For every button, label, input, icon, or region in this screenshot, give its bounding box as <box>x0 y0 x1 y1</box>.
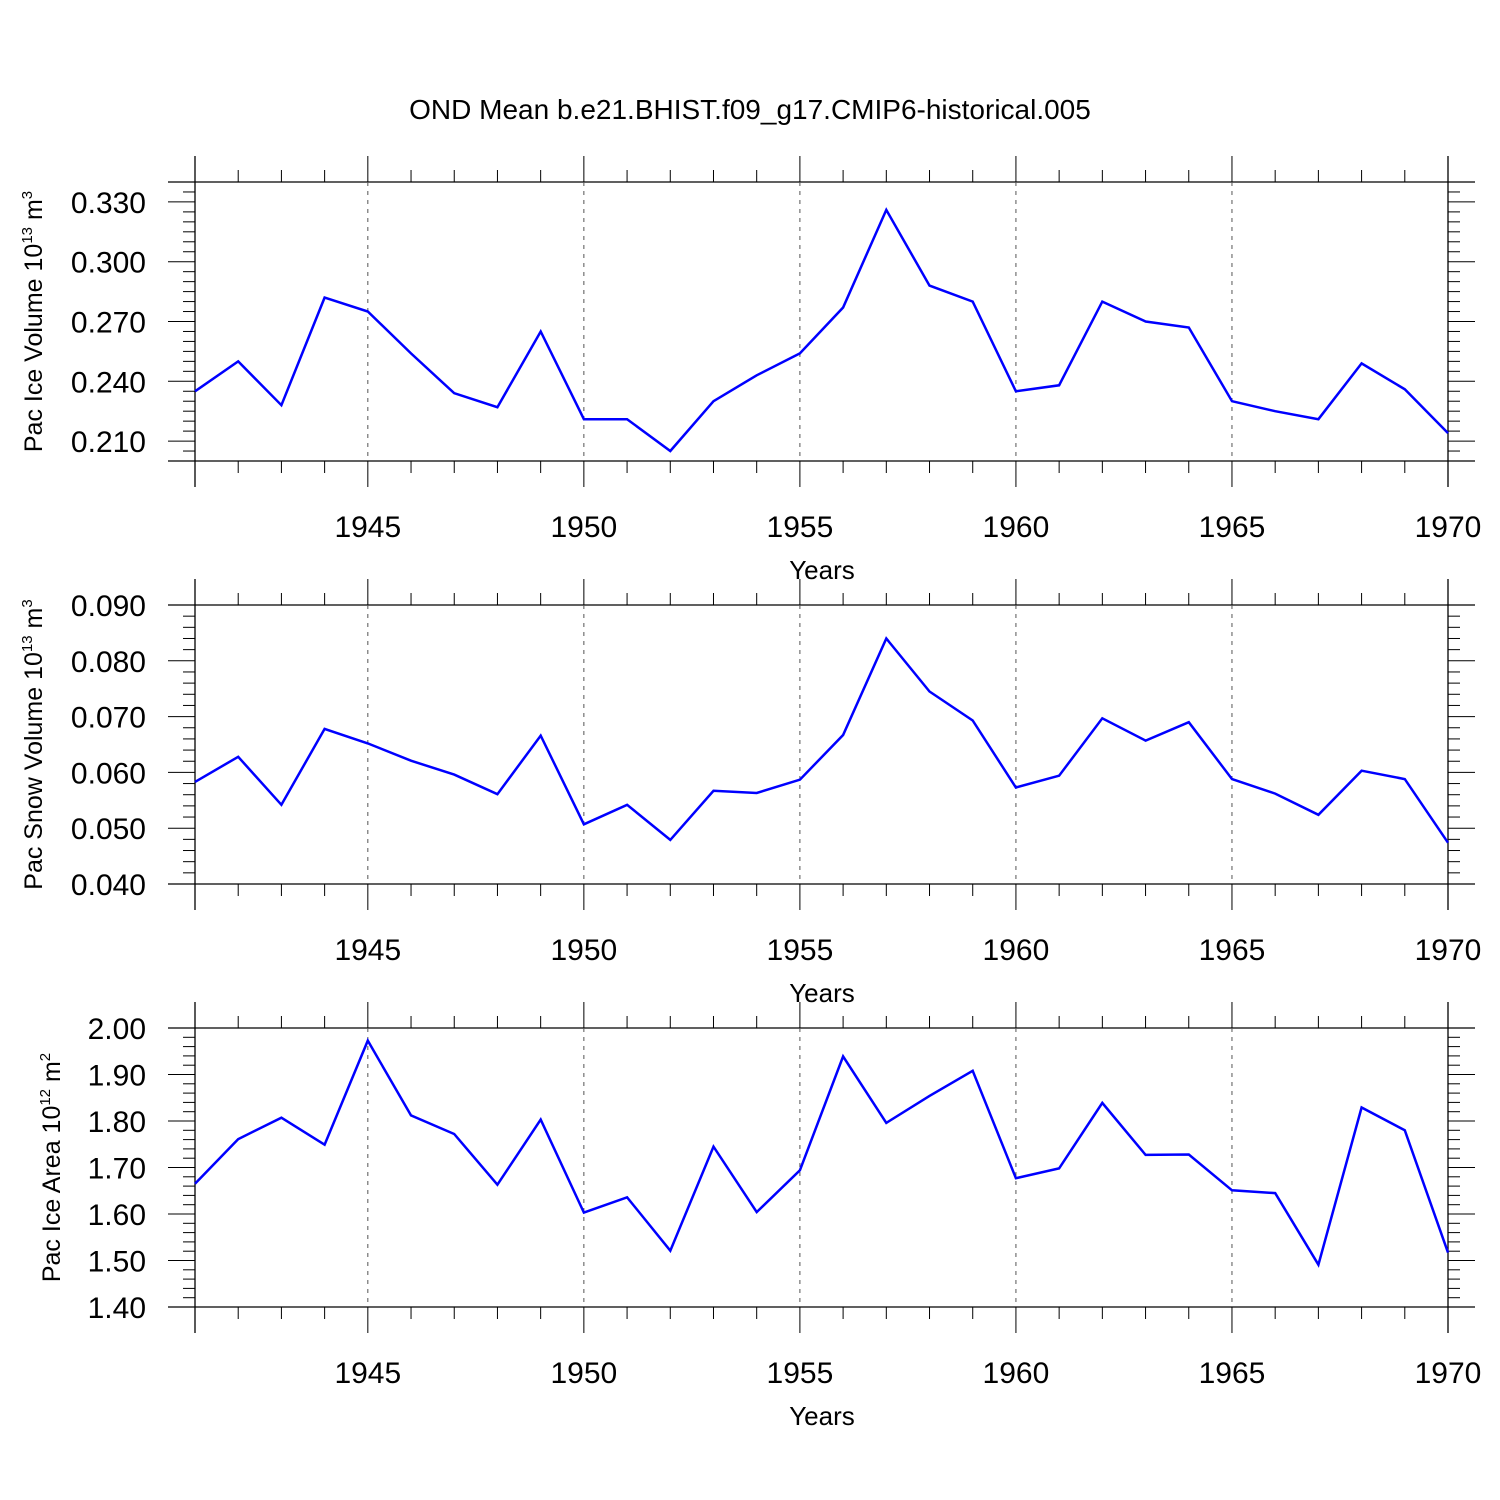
y-tick-label: 0.080 <box>71 646 146 679</box>
x-tick-label: 1970 <box>1415 934 1482 967</box>
x-tick-label: 1960 <box>983 511 1050 544</box>
x-tick-label: 1955 <box>767 511 834 544</box>
x-tick-label: 1945 <box>334 934 401 967</box>
y-tick-label: 0.040 <box>71 869 146 902</box>
y-tick-label: 0.270 <box>71 307 146 340</box>
x-tick-label: 1970 <box>1415 1357 1482 1390</box>
y-tick-label: 0.090 <box>71 590 146 623</box>
x-tick-label: 1955 <box>767 1357 834 1390</box>
x-tick-label: 1955 <box>767 934 834 967</box>
y-tick-label: 0.060 <box>71 757 146 790</box>
y-tick-label: 1.50 <box>88 1246 146 1279</box>
series-line <box>194 1037 1450 1268</box>
y-tick-label: 0.300 <box>71 247 146 280</box>
y-tick-label: 0.330 <box>71 187 146 220</box>
x-tick-label: 1960 <box>983 934 1050 967</box>
x-tick-label: 1965 <box>1199 934 1266 967</box>
y-tick-label: 1.60 <box>88 1199 146 1232</box>
series-line <box>194 207 1449 453</box>
x-tick-label: 1965 <box>1199 511 1266 544</box>
chart-panels: 1945 1950 1955 1960 1965 1970 0.210 0.240 0.270 0… <box>19 156 1481 1431</box>
x-axis-label: Years <box>789 555 855 585</box>
x-tick-label: 1965 <box>1199 1357 1266 1390</box>
x-tick-label: 1950 <box>550 1357 617 1390</box>
y-tick-label: 2.00 <box>88 1013 146 1046</box>
x-tick-label: 1945 <box>334 511 401 544</box>
chart-panel-2: 1945 1950 1955 1960 1965 1970 0.040 0.050 0.060 0… <box>19 579 1481 1008</box>
x-axis-label: Years <box>789 978 855 1008</box>
y-tick-label: 0.210 <box>71 426 146 459</box>
y-tick-label: 0.240 <box>71 366 146 399</box>
y-tick-label: 1.40 <box>88 1292 146 1325</box>
x-tick-label: 1970 <box>1415 511 1482 544</box>
x-tick-label: 1950 <box>550 511 617 544</box>
y-axis-label: Pac Ice Area 1012 m2 <box>37 1053 66 1282</box>
chart-title: OND Mean b.e21.BHIST.f09_g17.CMIP6-histo… <box>409 94 1091 125</box>
y-axis-label: Pac Snow Volume 1013 m3 <box>19 599 48 889</box>
chart-panel-1: 1945 1950 1955 1960 1965 1970 0.210 0.240 0.270 0… <box>19 156 1481 585</box>
series-line <box>194 636 1450 844</box>
y-axis-label: Pac Ice Volume 1013 m3 <box>19 191 48 452</box>
y-tick-label: 0.070 <box>71 702 146 735</box>
y-tick-label: 1.80 <box>88 1106 146 1139</box>
chart-panel-3: 1945 1950 1955 1960 1965 1970 1.40 1.50 1.60 1.70… <box>37 1002 1481 1431</box>
y-tick-label: 1.70 <box>88 1153 146 1186</box>
x-tick-label: 1950 <box>550 934 617 967</box>
x-tick-label: 1945 <box>334 1357 401 1390</box>
x-tick-label: 1960 <box>983 1357 1050 1390</box>
x-axis-label: Years <box>789 1401 855 1431</box>
y-tick-label: 0.050 <box>71 813 146 846</box>
y-tick-label: 1.90 <box>88 1060 146 1093</box>
